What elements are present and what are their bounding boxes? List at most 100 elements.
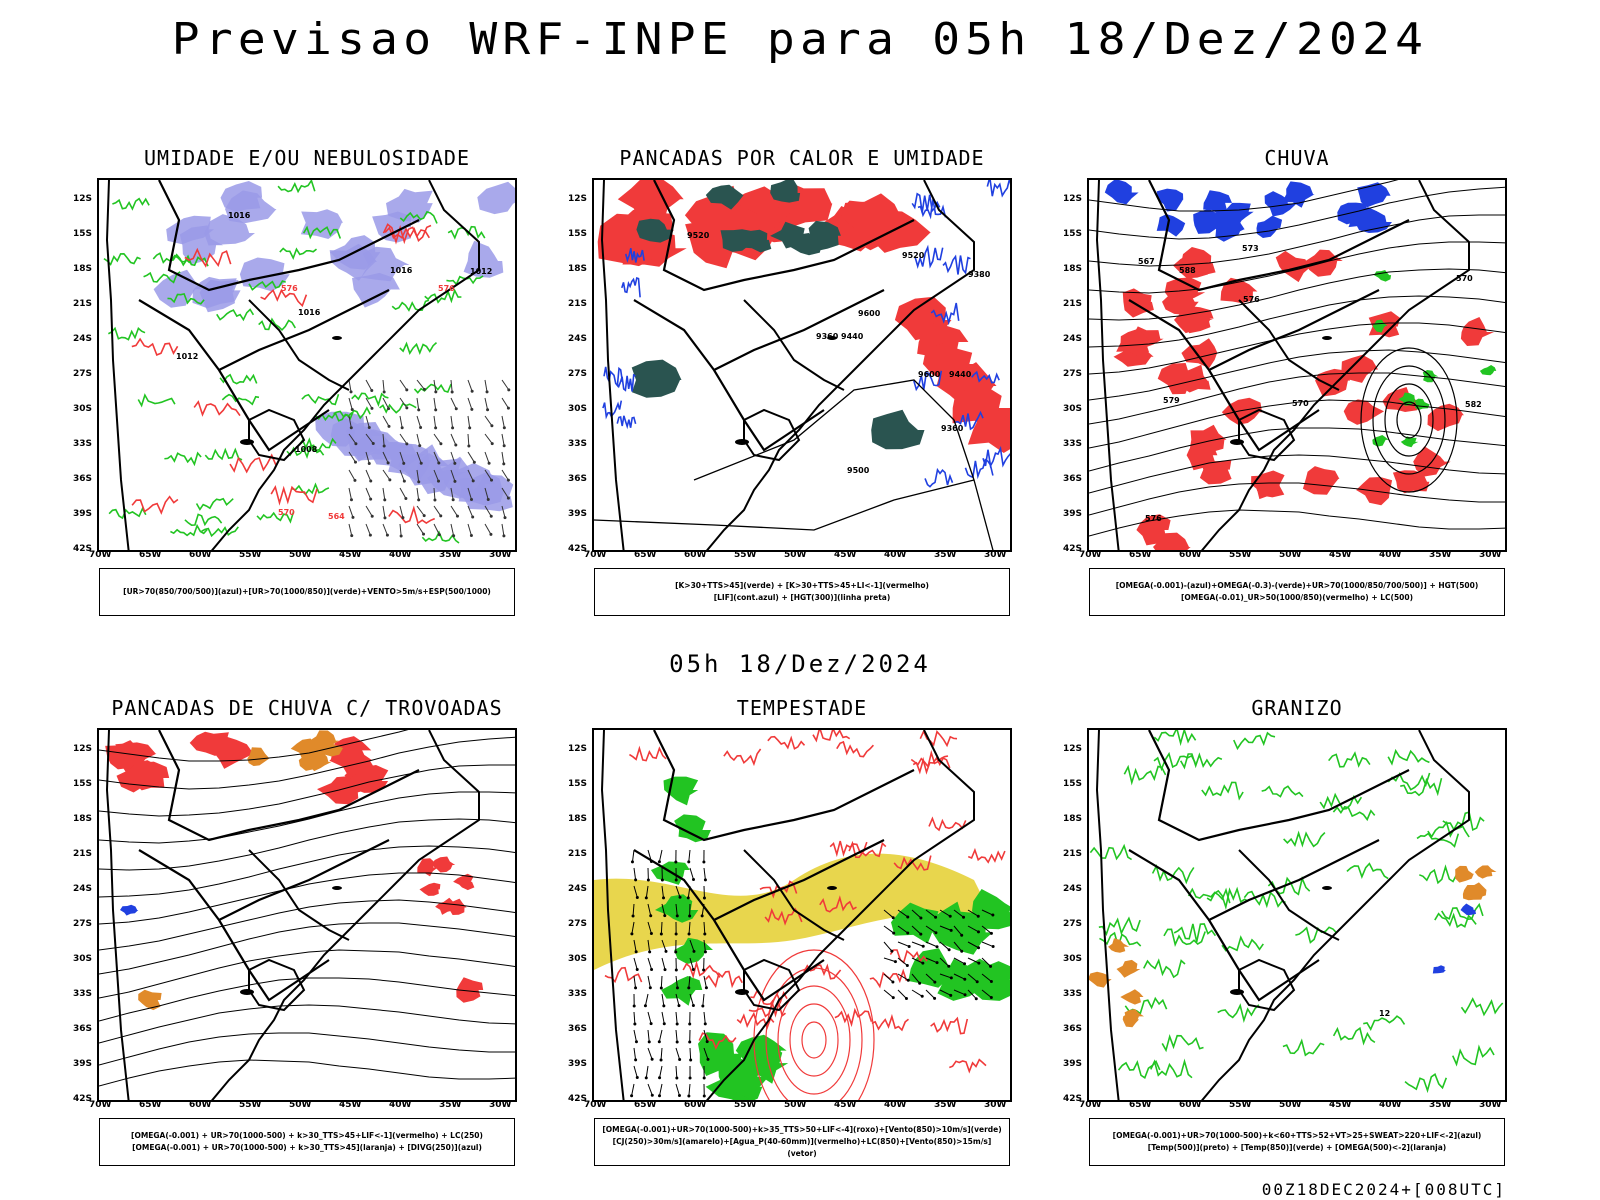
lat-label: 27S [568, 369, 588, 379]
precipitable-water-contour [834, 1007, 873, 1028]
instability-area [617, 180, 684, 229]
wind-arrow [501, 523, 505, 536]
wind850-area [954, 958, 998, 992]
lon-label: 40W [1379, 1100, 1402, 1110]
border-line [138, 849, 330, 1002]
humidity-contour [108, 506, 147, 520]
lat-label: 21S [73, 849, 93, 859]
wind-vector-head [634, 878, 638, 882]
wind-arrow-head [436, 479, 440, 483]
humidity-contour [333, 406, 371, 421]
wind-vector-head [691, 1004, 695, 1008]
rain-area [1341, 354, 1378, 383]
contour-label: 1016 [228, 211, 251, 220]
lat-label: 27S [568, 919, 588, 929]
lat-label: 33S [73, 439, 93, 449]
legend-line: [OMEGA(-0.001) + UR>70(1000-500) + k>30_… [131, 1131, 483, 1140]
precipitable-water-contour [912, 756, 951, 775]
wind-vector-head [674, 950, 678, 954]
wind-vector [883, 941, 893, 952]
lon-label: 30W [1479, 550, 1502, 560]
wind-vector [925, 909, 936, 918]
convection-area [307, 751, 332, 772]
wind-arrow [416, 487, 420, 500]
wind-vector [647, 903, 652, 916]
lon-label: 45W [834, 550, 857, 560]
wind-arrow [467, 523, 472, 536]
lat-label: 12S [73, 194, 93, 204]
humidity-contour [137, 393, 176, 408]
wind-arrow-head [387, 424, 391, 428]
wind-arrow [501, 397, 509, 409]
wind-arrow-head [502, 462, 506, 466]
lat-label: 33S [1063, 439, 1083, 449]
wind-vector [661, 957, 666, 970]
humidity-contour [277, 180, 316, 194]
wind-vector-head [977, 961, 981, 965]
wind-arrow-head [367, 426, 371, 430]
lat-label: 33S [568, 989, 588, 999]
contour-label: 1016 [298, 308, 321, 317]
lon-label: 65W [634, 550, 657, 560]
wind-arrow [450, 487, 454, 500]
wind-arrow [399, 469, 405, 482]
lon-label: 30W [1479, 1100, 1502, 1110]
wind-vector-head [674, 860, 678, 864]
streamline [99, 791, 515, 844]
wind-arrow-head [417, 498, 421, 502]
wind850-area [698, 1032, 742, 1076]
wind-vector-head [934, 915, 938, 919]
wind-vector-head [630, 860, 634, 864]
wind-vector-head [688, 1040, 692, 1044]
contour-label: 582 [1465, 400, 1482, 409]
rain-area [1343, 399, 1385, 425]
hgt-contour [1384, 383, 1434, 457]
wind-vector-head [689, 1058, 693, 1062]
convection-area [138, 989, 162, 1011]
contour-label: 9500 [847, 466, 870, 475]
wind-arrow [382, 505, 386, 518]
wind-vector-head [688, 914, 692, 918]
wind-vector [633, 957, 638, 970]
wind-vector [967, 941, 979, 949]
lat-label: 42S [568, 544, 588, 554]
wind-vector [953, 909, 964, 918]
wind-arrow [484, 505, 492, 517]
border-line [713, 289, 885, 371]
wind-arrow-head [489, 532, 493, 536]
wind-vector [953, 925, 963, 936]
streamline [1089, 349, 1505, 401]
lat-label: 30S [73, 404, 93, 414]
temp850-contour [1221, 935, 1264, 952]
streamline [99, 736, 515, 790]
wind-arrow-head [370, 406, 374, 410]
wind-vector-head [649, 932, 653, 936]
humidity-contour [391, 299, 430, 312]
wind-vector [675, 885, 681, 898]
wind-arrow [382, 469, 391, 481]
panel-title: CHUVA [1264, 146, 1330, 170]
wind-vector-head [675, 1076, 679, 1080]
lon-label: 55W [1229, 550, 1252, 560]
convection-area [247, 747, 270, 766]
wind-vector-head [919, 916, 923, 920]
lon-label: 45W [834, 1100, 857, 1110]
rain-area [1315, 368, 1350, 397]
wind-vector-head [920, 994, 924, 998]
wind-vector [675, 1047, 681, 1060]
border-line [158, 180, 420, 292]
wind-arrow-head [422, 532, 426, 536]
wind-arrow-head [417, 408, 421, 412]
rain-area [1460, 317, 1494, 346]
temp850-contour [1163, 928, 1206, 947]
precipitable-water-contour [764, 907, 803, 926]
lat-label: 39S [1063, 1059, 1083, 1069]
wind-arrow-head [402, 479, 406, 483]
lat-label: 12S [568, 194, 588, 204]
wind-vector [883, 925, 894, 934]
wind-vector [688, 921, 691, 935]
temp850-contour [1267, 876, 1311, 896]
lon-label: 55W [239, 1100, 262, 1110]
lagoon [240, 989, 254, 995]
lon-label: 30W [489, 1100, 512, 1110]
